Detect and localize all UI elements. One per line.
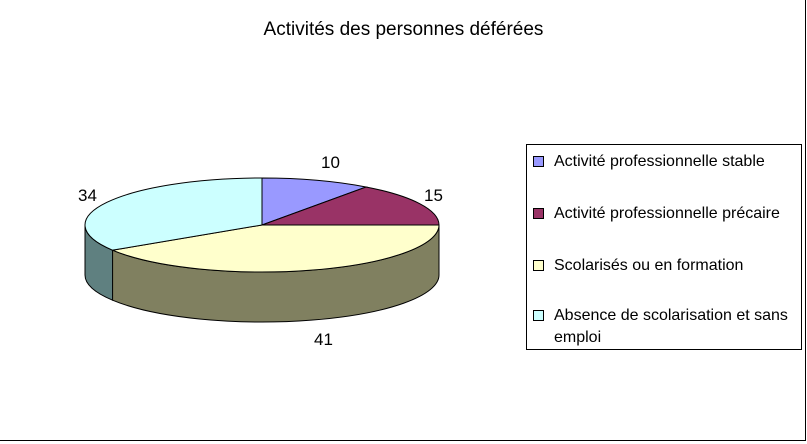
legend-label-scolarises: Scolarisés ou en formation <box>554 257 744 274</box>
legend-label-absence: Absence de scolarisation et sans emploi <box>554 307 788 346</box>
legend-label-precaire: Activité professionnelle précaire <box>554 205 780 222</box>
legend-label-stable: Activité professionnelle stable <box>554 153 765 170</box>
legend: Activité professionnelle stable Activité… <box>526 144 802 350</box>
chart-title: Activités des personnes déférées <box>263 19 544 40</box>
legend-swatch-stable <box>533 156 544 167</box>
pie-slice-precaire <box>261 186 440 226</box>
pie-slice-absence <box>84 177 263 251</box>
pie-slices <box>84 177 440 273</box>
legend-swatch-absence <box>533 310 544 321</box>
pie-sides <box>84 224 440 323</box>
pie-data-labels: 10 15 41 34 <box>78 153 443 349</box>
data-label-stable: 10 <box>321 153 340 172</box>
data-label-scolarises: 41 <box>314 330 333 349</box>
legend-swatch-precaire <box>533 208 544 219</box>
data-label-absence: 34 <box>78 186 97 205</box>
pie-slice-stable <box>261 177 368 226</box>
legend-swatch-scolarises <box>533 260 544 271</box>
data-label-precaire: 15 <box>424 186 443 205</box>
